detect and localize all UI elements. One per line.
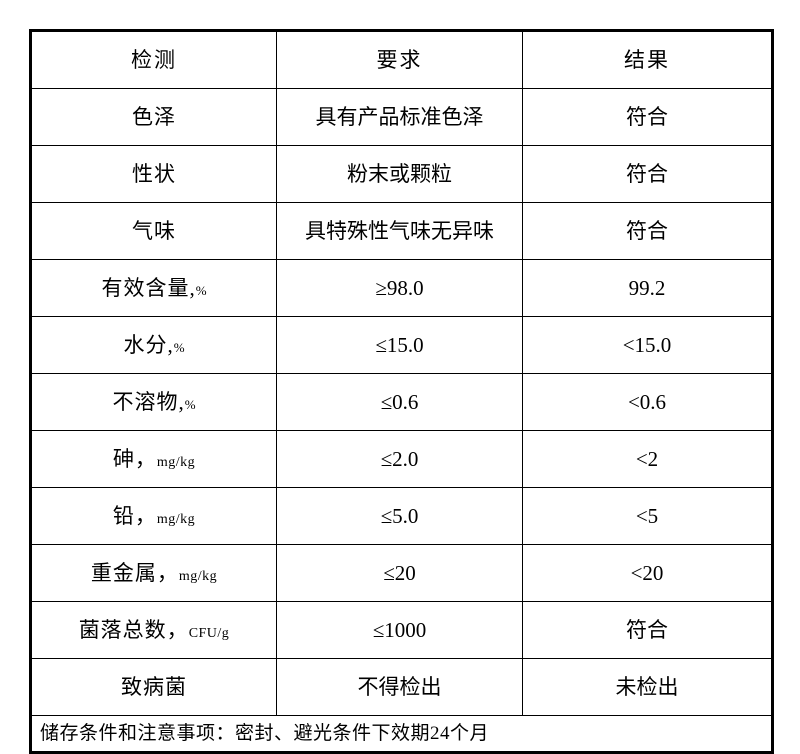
item-label: 气味 (132, 218, 176, 243)
result-value: <0.6 (627, 389, 667, 414)
cell-result: <15.0 (522, 316, 773, 374)
cell-requirement: ≤15.0 (276, 316, 523, 374)
cell-result: 符合 (522, 145, 773, 203)
item-label: 重金属， (90, 560, 179, 585)
requirement-value: ≤5.0 (380, 503, 419, 528)
cell-requirement: ≤0.6 (276, 373, 523, 431)
table-row: 菌落总数，CFU/g ≤1000 符合 (30, 601, 773, 659)
item-unit: % (173, 339, 185, 355)
requirement-value: 具特殊性气味无异味 (305, 218, 494, 243)
cell-requirement: ≤2.0 (276, 430, 523, 488)
item-label: 水分, (123, 332, 174, 357)
result-value: <20 (630, 560, 664, 585)
result-value: 99.2 (628, 275, 666, 300)
item-label: 致病菌 (121, 674, 187, 699)
cell-result: <5 (522, 487, 773, 545)
item-unit: mg/kg (156, 454, 196, 470)
cell-result: <20 (522, 544, 773, 602)
cell-item: 重金属，mg/kg (30, 544, 277, 602)
storage-note-row: 储存条件和注意事项：密封、避光条件下效期24个月 (30, 715, 773, 753)
cell-item: 菌落总数，CFU/g (30, 601, 277, 659)
requirement-value: 具有产品标准色泽 (315, 104, 484, 129)
cell-result: <0.6 (522, 373, 773, 431)
cell-item: 色泽 (30, 88, 277, 146)
cell-requirement: ≤1000 (276, 601, 523, 659)
column-header-requirement: 要求 (276, 30, 523, 89)
spec-table-container: 检测 要求 结果 色泽 具有产品标准色泽 符合 性状 粉末或颗粒 符合 气味 具特殊性气味无异… (29, 29, 774, 754)
cell-requirement: ≤20 (276, 544, 523, 602)
item-unit: % (184, 396, 196, 412)
result-value: 未检出 (615, 674, 679, 699)
result-value: 符合 (626, 161, 668, 186)
table-row: 色泽 具有产品标准色泽 符合 (30, 88, 773, 146)
cell-item: 性状 (30, 145, 277, 203)
cell-requirement: 粉末或颗粒 (276, 145, 523, 203)
cell-requirement: 具特殊性气味无异味 (276, 202, 523, 260)
result-value: 符合 (626, 617, 668, 642)
item-unit: CFU/g (188, 625, 230, 641)
requirement-value: ≤0.6 (380, 389, 419, 414)
requirement-value: ≤20 (383, 560, 416, 585)
item-unit: % (195, 282, 207, 298)
requirement-value: 不得检出 (357, 674, 442, 699)
cell-item: 有效含量,% (30, 259, 277, 317)
item-label: 菌落总数， (78, 617, 189, 642)
requirement-value: ≤15.0 (375, 332, 424, 357)
requirement-value: 粉末或颗粒 (347, 161, 452, 186)
cell-result: <2 (522, 430, 773, 488)
cell-requirement: 不得检出 (276, 658, 523, 716)
cell-item: 砷，mg/kg (30, 430, 277, 488)
cell-result: 未检出 (522, 658, 773, 716)
result-value: <5 (635, 503, 659, 528)
table-row: 气味 具特殊性气味无异味 符合 (30, 202, 773, 260)
item-label: 砷， (112, 446, 157, 471)
item-label: 性状 (132, 161, 176, 186)
table-row: 水分,% ≤15.0 <15.0 (30, 316, 773, 374)
item-unit: mg/kg (156, 511, 196, 527)
cell-item: 气味 (30, 202, 277, 260)
table-row: 铅，mg/kg ≤5.0 <5 (30, 487, 773, 545)
cell-item: 不溶物,% (30, 373, 277, 431)
cell-result: 符合 (522, 88, 773, 146)
table-row: 有效含量,% ≥98.0 99.2 (30, 259, 773, 317)
cell-requirement: 具有产品标准色泽 (276, 88, 523, 146)
cell-item: 铅，mg/kg (30, 487, 277, 545)
cell-requirement: ≥98.0 (276, 259, 523, 317)
column-header-item: 检测 (30, 30, 277, 89)
item-label: 色泽 (132, 104, 176, 129)
result-value: <2 (635, 446, 659, 471)
requirement-value: ≤1000 (372, 617, 427, 642)
item-unit: mg/kg (178, 568, 218, 584)
requirement-value: ≥98.0 (375, 275, 424, 300)
column-header-result: 结果 (522, 30, 773, 89)
result-value: 符合 (626, 218, 668, 243)
table-row: 不溶物,% ≤0.6 <0.6 (30, 373, 773, 431)
table-row: 性状 粉末或颗粒 符合 (30, 145, 773, 203)
storage-note: 储存条件和注意事项：密封、避光条件下效期24个月 (30, 715, 773, 753)
item-label: 有效含量, (101, 275, 196, 300)
cell-result: 符合 (522, 202, 773, 260)
table-row: 重金属，mg/kg ≤20 <20 (30, 544, 773, 602)
cell-item: 水分,% (30, 316, 277, 374)
cell-result: 99.2 (522, 259, 773, 317)
item-label: 铅， (112, 503, 157, 528)
item-label: 不溶物, (112, 389, 185, 414)
table-row: 砷，mg/kg ≤2.0 <2 (30, 430, 773, 488)
requirement-value: ≤2.0 (380, 446, 419, 471)
result-value: 符合 (626, 104, 668, 129)
table-row: 致病菌 不得检出 未检出 (30, 658, 773, 716)
cell-requirement: ≤5.0 (276, 487, 523, 545)
specification-table: 检测 要求 结果 色泽 具有产品标准色泽 符合 性状 粉末或颗粒 符合 气味 具特殊性气味无异… (29, 29, 774, 754)
result-value: <15.0 (622, 332, 672, 357)
cell-result: 符合 (522, 601, 773, 659)
table-header-row: 检测 要求 结果 (30, 30, 773, 89)
cell-item: 致病菌 (30, 658, 277, 716)
